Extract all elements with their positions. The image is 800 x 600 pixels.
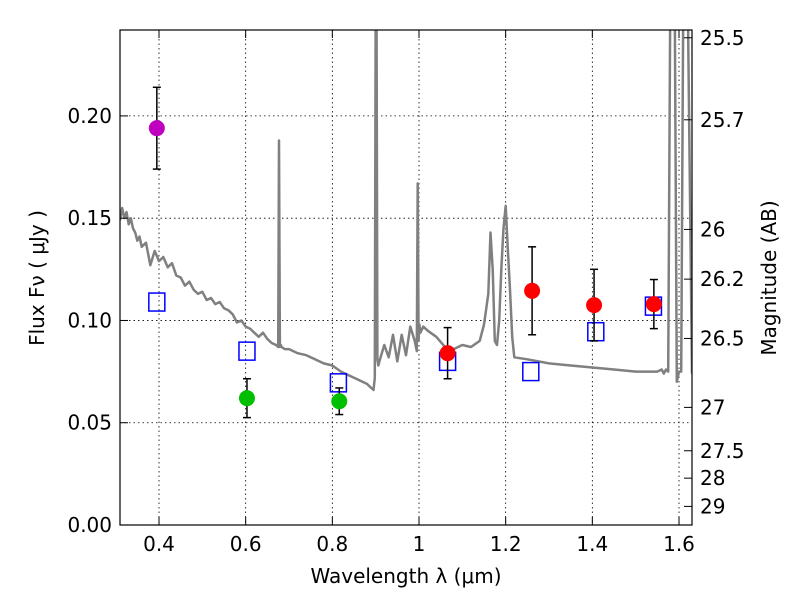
model-photometry-square — [329, 373, 348, 393]
magnitude-tick-label: 25.7 — [700, 108, 745, 132]
y-tick-label: 0.05 — [67, 411, 112, 435]
y-tick-label: 0.10 — [67, 308, 112, 332]
plot-area — [120, 30, 692, 419]
x-tick-label: 1 — [413, 532, 426, 556]
y-tick-label: 0.15 — [67, 206, 112, 230]
y-axis-left: 0.00 0.05 0.10 0.15 0.20 — [67, 104, 128, 537]
observed-flux-point — [439, 345, 456, 362]
x-tick-label: 0.4 — [143, 532, 175, 556]
sed-model-line — [120, 30, 692, 392]
observed-flux-point — [148, 120, 165, 137]
x-tick-label: 1.4 — [576, 532, 608, 556]
y-tick-label: 0.20 — [67, 104, 112, 128]
x-tick-label: 0.8 — [316, 532, 348, 556]
magnitude-tick-label: 27 — [700, 395, 725, 419]
magnitude-tick-label: 26.5 — [700, 326, 745, 350]
x-axis-label: Wavelength λ (μm) — [310, 564, 501, 588]
observed-flux-point — [645, 296, 662, 313]
observed-flux-point — [238, 390, 255, 407]
y-axis-label-right: Magnitude (AB) — [757, 200, 781, 355]
x-tick-label: 1.6 — [663, 532, 695, 556]
observed-flux-point — [586, 297, 603, 314]
model-photometry-square — [238, 341, 256, 361]
magnitude-tick-label: 28 — [700, 466, 725, 490]
magnitude-tick-label: 27.5 — [700, 439, 745, 463]
y-axis-label: Flux Fν ( μJy ) — [25, 210, 49, 346]
model-photometry-square — [522, 361, 540, 382]
y-axis-right: 25.5 25.7 26 26.2 26.5 27 27.5 28 29 — [684, 26, 745, 518]
model-photometry-square — [148, 292, 166, 312]
magnitude-tick-label: 25.5 — [700, 26, 745, 50]
x-tick-label: 1.2 — [490, 532, 522, 556]
observed-flux-point — [524, 282, 541, 299]
x-tick-label: 0.6 — [230, 532, 262, 556]
x-axis: 0.4 0.6 0.8 1 1.2 1.4 1.6 — [143, 30, 695, 556]
plot-frame — [119, 29, 693, 526]
magnitude-tick-label: 29 — [700, 494, 725, 518]
magnitude-tick-label: 26.2 — [700, 267, 745, 291]
y-tick-label: 0.00 — [67, 513, 112, 537]
magnitude-tick-label: 26 — [700, 217, 725, 241]
observed-flux-point — [331, 393, 348, 410]
